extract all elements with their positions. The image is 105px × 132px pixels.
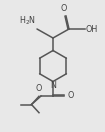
Text: O: O xyxy=(68,91,74,100)
Text: O: O xyxy=(35,84,41,93)
Text: N: N xyxy=(50,81,56,90)
Text: O: O xyxy=(60,4,67,13)
Text: OH: OH xyxy=(86,25,98,34)
Text: H$_2$N: H$_2$N xyxy=(19,14,36,27)
